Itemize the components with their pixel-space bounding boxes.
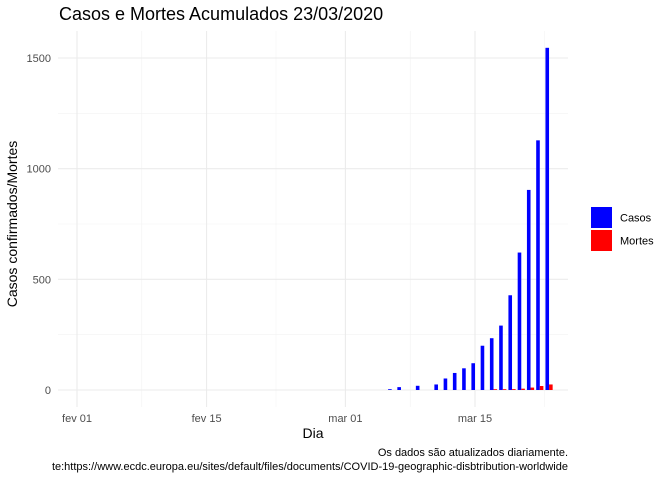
grid-lines bbox=[58, 31, 568, 407]
bar-mortes bbox=[521, 388, 525, 390]
bar-casos bbox=[397, 387, 401, 390]
bars bbox=[388, 47, 553, 391]
x-tick-label: fev 15 bbox=[192, 413, 222, 425]
bar-casos bbox=[536, 140, 540, 390]
x-tick-labels: fev 01 fev 15 mar 01 mar 15 bbox=[62, 413, 492, 425]
bar-casos bbox=[452, 372, 457, 390]
y-tick-label: 1000 bbox=[27, 164, 51, 176]
bar-casos bbox=[480, 345, 485, 390]
bar-casos bbox=[415, 385, 420, 390]
y-tick-label: 0 bbox=[45, 385, 51, 397]
bar-casos bbox=[526, 189, 531, 390]
bar-mortes bbox=[549, 384, 553, 390]
caption-line-1: Os dados são atualizados diariamente. bbox=[378, 447, 568, 459]
bar-casos bbox=[443, 378, 448, 390]
bar-casos bbox=[508, 295, 513, 390]
legend: Casos Mortes bbox=[591, 207, 654, 251]
bar-casos bbox=[545, 47, 550, 391]
x-tick-label: fev 01 bbox=[62, 413, 92, 425]
y-tick-label: 500 bbox=[33, 274, 51, 286]
bar-casos bbox=[434, 384, 438, 390]
bar-casos bbox=[471, 363, 475, 390]
x-tick-label: mar 15 bbox=[458, 413, 492, 425]
legend-key-casos bbox=[591, 207, 612, 228]
y-tick-label: 1500 bbox=[27, 53, 51, 65]
caption-line-2: te:https://www.ecdc.europa.eu/sites/defa… bbox=[52, 461, 568, 473]
legend-label-mortes: Mortes bbox=[620, 236, 654, 248]
legend-label-casos: Casos bbox=[620, 213, 652, 225]
bar-mortes bbox=[512, 389, 516, 390]
y-tick-labels: 0 500 1000 1500 bbox=[27, 53, 51, 397]
bar-mortes bbox=[539, 386, 544, 390]
legend-key-mortes bbox=[591, 230, 612, 251]
bar-casos bbox=[462, 368, 466, 390]
bar-mortes bbox=[530, 387, 535, 390]
bar-mortes bbox=[493, 389, 498, 390]
x-tick-label: mar 01 bbox=[328, 413, 362, 425]
chart-title: Casos e Mortes Acumulados 23/03/2020 bbox=[59, 4, 383, 24]
bar-casos bbox=[388, 389, 392, 390]
bar-casos bbox=[489, 338, 494, 390]
bar-mortes bbox=[502, 389, 507, 390]
bar-casos bbox=[517, 252, 522, 390]
x-axis-title: Dia bbox=[302, 425, 323, 441]
y-axis-title: Casos confirmados/Mortes bbox=[4, 141, 20, 308]
bar-casos bbox=[499, 325, 503, 390]
